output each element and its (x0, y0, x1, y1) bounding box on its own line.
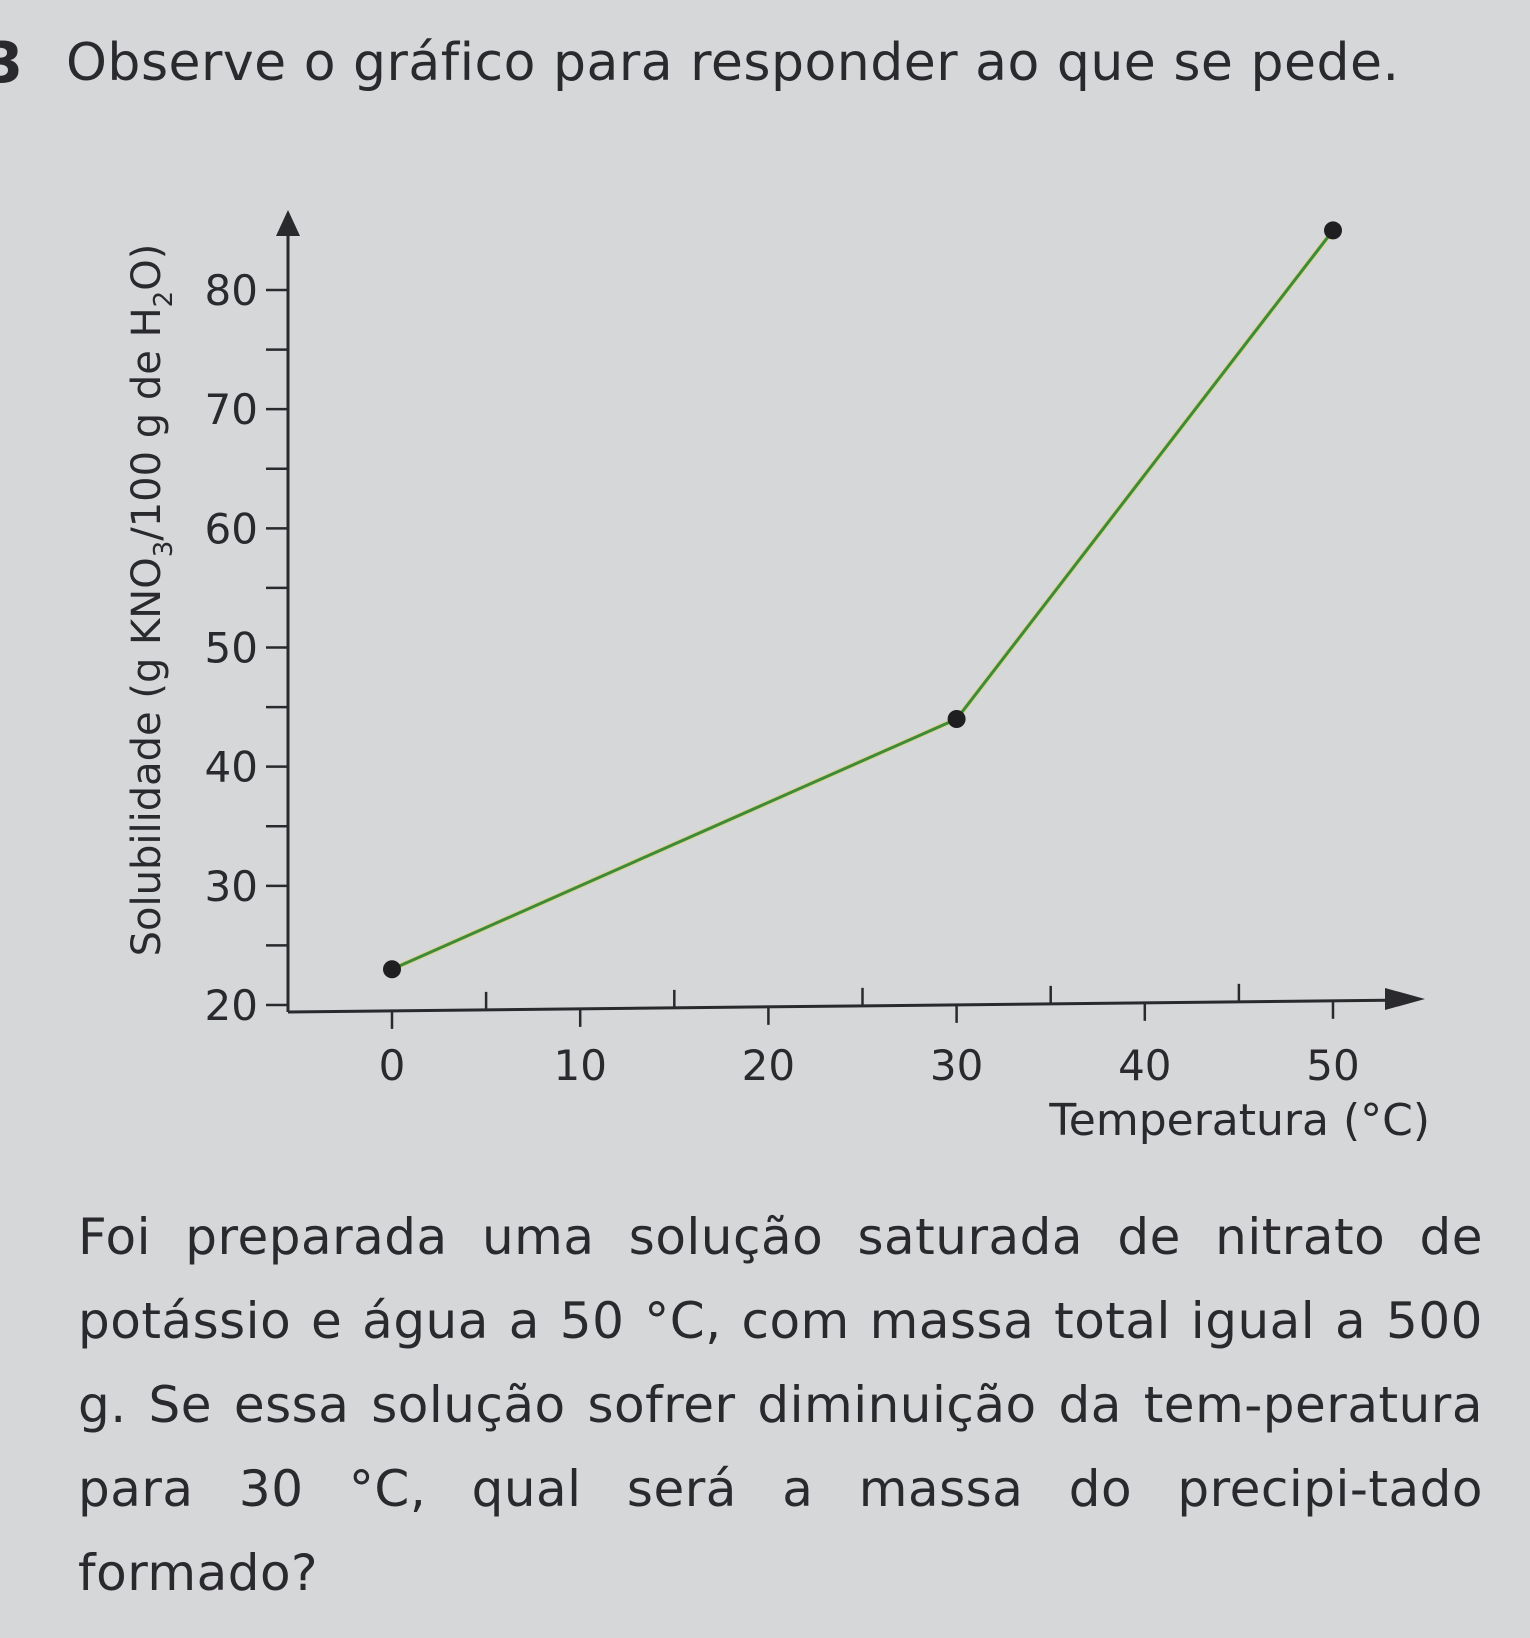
y-axis-label-pre: Solubilidade (g KNO (124, 557, 170, 956)
x-tick-label: 0 (379, 1041, 406, 1090)
x-axis-label: Temperatura (°C) (1048, 1095, 1430, 1146)
y-tick-label: 70 (205, 385, 258, 434)
y-axis-label-sub-2: 2 (149, 291, 179, 308)
x-tick-label: 50 (1306, 1041, 1359, 1090)
x-tick-label: 10 (553, 1041, 606, 1090)
solubility-chart: 20 30 40 50 60 70 80 0 10 20 30 40 50 Solubilidade (… (124, 210, 1430, 1146)
y-tick-label: 20 (205, 981, 258, 1030)
data-point (947, 710, 966, 728)
y-tick-label: 80 (205, 266, 258, 315)
y-tick-label: 60 (205, 504, 258, 553)
x-tick-label: 40 (1118, 1041, 1171, 1090)
series-line-highlight (390, 228, 1335, 972)
y-tick-label: 40 (205, 743, 258, 792)
y-axis-arrow (276, 210, 300, 236)
question-number: 3 (0, 30, 22, 96)
question-paragraph: Foi preparada uma solução saturada de ni… (78, 1208, 1483, 1602)
instruction-text: Observe o gráfico para responder ao que … (66, 33, 1400, 93)
y-tick-label: 30 (205, 862, 258, 911)
question-heading: 3 Observe o gráfico para responder ao qu… (0, 18, 1399, 108)
x-tick-label: 20 (742, 1041, 795, 1090)
y-axis-label: Solubilidade (g KNO3/100 g de H2O) (124, 244, 179, 957)
x-axis-line (287, 998, 1412, 1014)
x-tick-label: 30 (930, 1041, 983, 1090)
series-line (391, 229, 1335, 971)
data-point (1324, 221, 1342, 240)
data-point (383, 960, 401, 979)
y-axis-label-mid: /100 g de H (124, 307, 170, 540)
x-axis-arrow (1385, 988, 1425, 1010)
y-tick-label: 50 (205, 624, 258, 673)
y-axis-label-sub-3: 3 (149, 541, 179, 558)
y-axis-label-post: O) (124, 244, 170, 291)
